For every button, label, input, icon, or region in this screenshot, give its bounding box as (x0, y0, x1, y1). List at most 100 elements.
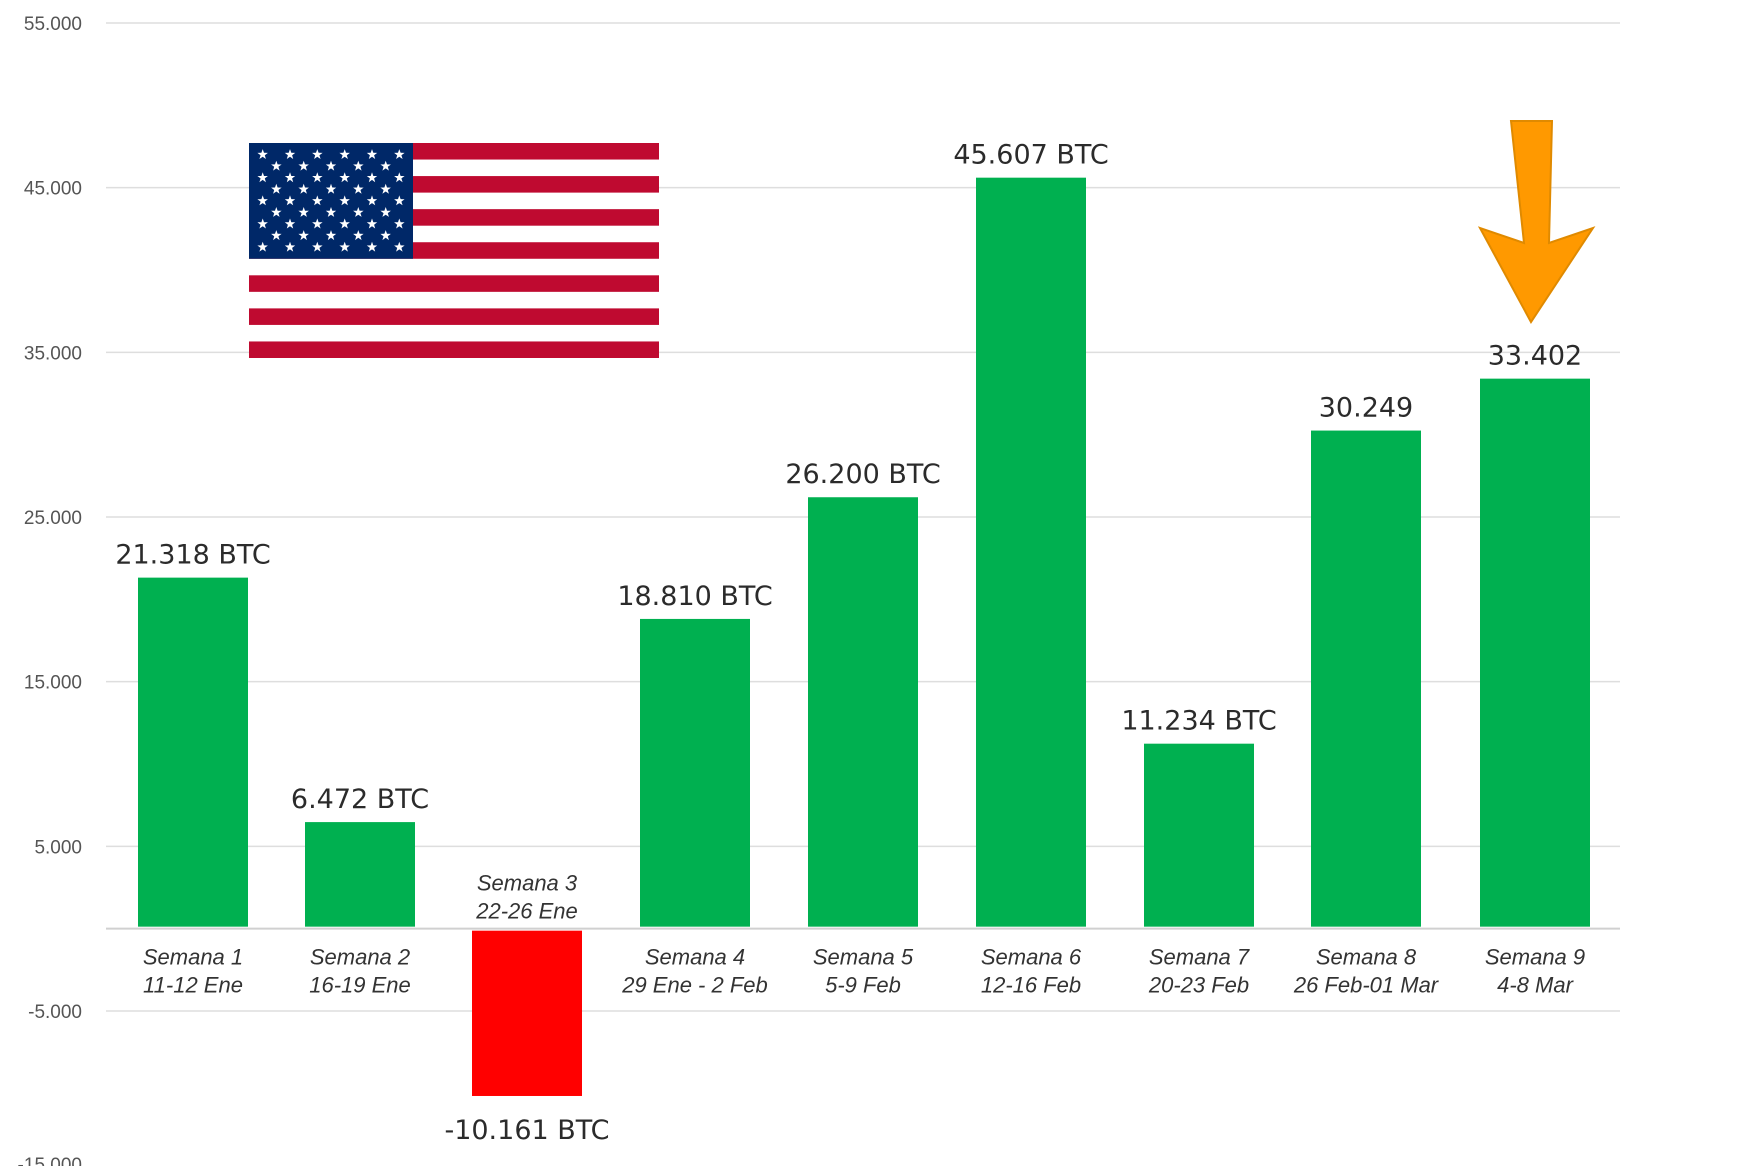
category-label-1-line-1: Semana 1 (143, 945, 243, 970)
flag-star (339, 172, 350, 183)
data-label-5: 26.200 BTC (785, 459, 940, 490)
flag-star (394, 172, 405, 183)
category-label-2-line-1: Semana 2 (310, 945, 410, 970)
flag-star (312, 195, 323, 206)
flag-star (257, 172, 268, 183)
category-label-6-line-1: Semana 6 (981, 945, 1082, 970)
flag-star (298, 207, 309, 217)
flag-stripe (249, 341, 659, 358)
flag-star (339, 241, 350, 252)
data-label-6: 45.607 BTC (953, 140, 1108, 171)
flag-star (339, 218, 350, 229)
flag-star (366, 195, 378, 206)
flag-star (366, 241, 378, 252)
y-tick-label: 5.000 (34, 837, 82, 858)
flag-star (394, 149, 405, 159)
category-labels: Semana 1 11-12 Ene Semana 2 16-19 Ene Semana… (143, 871, 1585, 998)
flag-star (257, 241, 268, 252)
y-tick-label: 15.000 (24, 673, 82, 694)
flag-star (353, 207, 364, 217)
flag-star (312, 172, 323, 183)
flag-star (353, 183, 364, 194)
bar-7 (1144, 743, 1254, 927)
flag-stripe (249, 308, 659, 325)
flag-star (380, 207, 391, 217)
flag-star (394, 241, 405, 252)
flag-star (284, 218, 296, 229)
data-label-3: -10.161 BTC (444, 1115, 609, 1146)
y-tick-label: -5.000 (28, 1002, 82, 1023)
flag-stripe (249, 275, 659, 292)
flag-star (257, 149, 268, 159)
category-label-1-line-2: 11-12 Ene (143, 973, 243, 998)
flag-star (339, 149, 350, 159)
flag-star (271, 207, 282, 217)
flag-star (366, 149, 378, 159)
category-label-8-line-2: 26 Feb-01 Mar (1293, 973, 1440, 998)
flag-star (284, 195, 296, 206)
flag-star (380, 160, 391, 171)
flag-star (394, 195, 405, 206)
category-label-9-line-1: Semana 9 (1485, 945, 1585, 970)
y-axis-ticks: -5.000 5.000 15.000 25.000 35.000 45.000 55.00… (18, 14, 82, 1166)
bar-5 (808, 497, 918, 927)
flag-star (325, 183, 337, 194)
category-label-3-line-2: 22-26 Ene (475, 899, 578, 924)
y-tick-label-partial: -15.000 (18, 1155, 82, 1166)
flag-star (298, 183, 309, 194)
flag-star (312, 218, 323, 229)
category-label-5-line-1: Semana 5 (813, 945, 914, 970)
flag-star (325, 160, 337, 171)
flag-star (380, 183, 391, 194)
data-labels: 21.318 BTC 6.472 BTC -10.161 BTC 18.810 BTC… (115, 140, 1582, 1146)
data-label-4: 18.810 BTC (617, 581, 772, 612)
bar-1 (138, 577, 248, 927)
flag-star (325, 230, 337, 241)
flag-star (298, 160, 309, 171)
flag-star (298, 230, 309, 241)
bar-4 (640, 618, 750, 927)
flag-star (284, 241, 296, 252)
flag-star (353, 160, 364, 171)
category-label-7-line-1: Semana 7 (1149, 945, 1250, 970)
category-label-7-line-2: 20-23 Feb (1148, 973, 1249, 998)
category-label-4-line-1: Semana 4 (645, 945, 745, 970)
y-tick-label: 45.000 (24, 179, 82, 200)
down-arrow-icon (1477, 120, 1596, 324)
flag-canton (249, 143, 413, 259)
category-label-2-line-2: 16-19 Ene (309, 973, 411, 998)
category-label-5-line-2: 5-9 Feb (825, 973, 901, 998)
bar-6 (976, 177, 1086, 927)
flag-star (271, 230, 282, 241)
united-states-flag-icon (249, 143, 659, 358)
flag-star (257, 218, 268, 229)
y-tick-label: 35.000 (24, 343, 82, 364)
bar-3 (472, 930, 582, 1096)
y-tick-label: 55.000 (24, 14, 82, 35)
y-tick-label: 25.000 (24, 508, 82, 529)
category-label-4-line-2: 29 Ene - 2 Feb (621, 973, 768, 998)
bar-9 (1480, 378, 1590, 927)
flag-star (271, 160, 282, 171)
category-label-9-line-2: 4-8 Mar (1497, 973, 1574, 998)
flag-star (394, 218, 405, 229)
data-label-1: 21.318 BTC (115, 540, 270, 571)
bar-8 (1311, 430, 1421, 927)
bar-2 (305, 822, 415, 927)
flag-star (325, 207, 337, 217)
flag-star (284, 172, 296, 183)
flag-star (380, 230, 391, 241)
category-label-8-line-1: Semana 8 (1316, 945, 1417, 970)
flag-star (271, 183, 282, 194)
flag-star (284, 149, 296, 159)
flag-star (353, 230, 364, 241)
flag-star (257, 195, 268, 206)
flag-star (312, 241, 323, 252)
data-label-9: 33.402 (1488, 341, 1582, 372)
flag-star (366, 172, 378, 183)
data-label-7: 11.234 BTC (1121, 706, 1276, 737)
bars (138, 177, 1590, 1096)
data-label-8: 30.249 (1319, 393, 1413, 424)
category-label-3-line-1: Semana 3 (477, 871, 578, 896)
